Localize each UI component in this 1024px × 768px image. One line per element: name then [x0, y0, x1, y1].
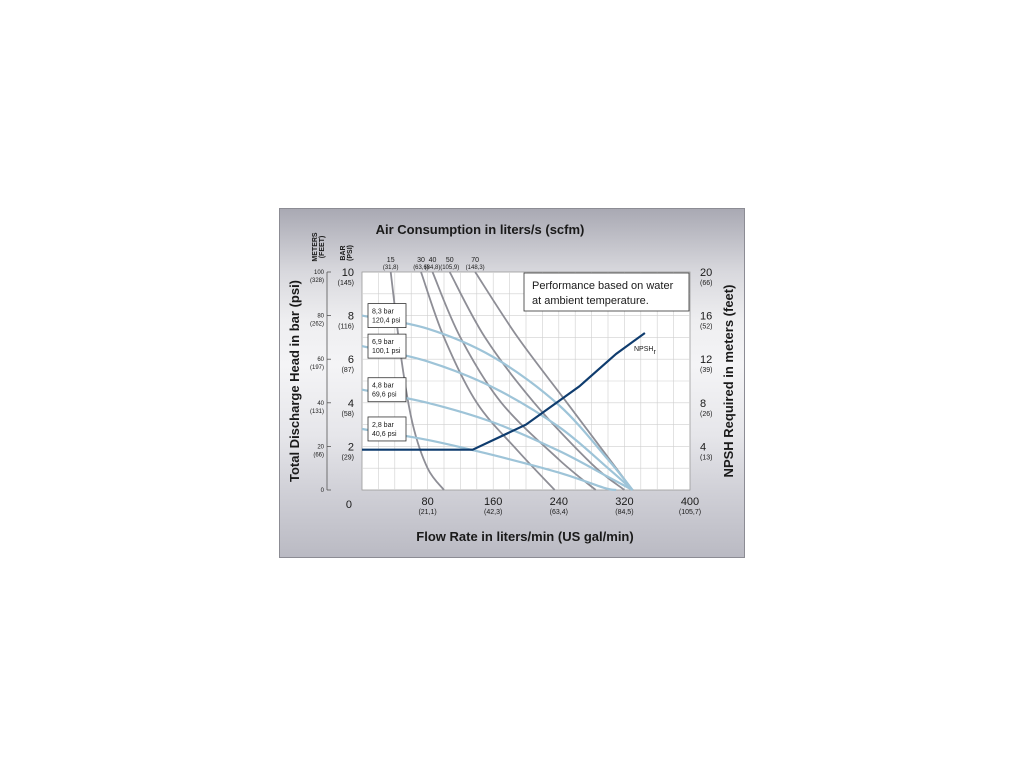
- y-tick-label: 10: [342, 267, 354, 279]
- meters-tick-sub: (131): [310, 409, 324, 415]
- y-tick-sub: (87): [342, 367, 354, 374]
- x-tick-sub: (21,1): [418, 509, 436, 516]
- y2-tick-label: 4: [700, 441, 706, 453]
- pressure-label-box: [367, 377, 407, 403]
- pressure-label-line1: 4,8 bar: [372, 383, 394, 390]
- note-line-2: at ambient temperature.: [532, 295, 649, 307]
- y-tick-label: 4: [348, 398, 354, 410]
- meters-tick-label: 80: [317, 314, 324, 320]
- pressure-curve-1: [361, 345, 634, 491]
- bar-header: BAR: [340, 245, 347, 260]
- pressure-curve-2: [361, 388, 634, 491]
- y-tick-sub: (58): [342, 411, 354, 418]
- y2-tick-sub: (26): [700, 411, 712, 418]
- x-tick-label: 400: [681, 496, 699, 508]
- x-tick-label: 240: [550, 496, 568, 508]
- x-tick-sub: (63,4): [550, 509, 568, 516]
- chart-title: Air Consumption in liters/s (scfm): [376, 222, 585, 237]
- y2-tick-label: 8: [700, 398, 706, 410]
- npsh-label-sub: r: [653, 349, 656, 356]
- pressure-label-line2: 100,1 psi: [372, 348, 401, 355]
- x-tick-label: 160: [484, 496, 502, 508]
- pressure-label-box: [367, 333, 407, 359]
- chart-panel: Air Consumption in liters/s (scfm) 15 (31,…: [279, 208, 745, 558]
- air-curve-30: [420, 271, 556, 491]
- air-label: 40: [429, 257, 437, 264]
- y-tick-sub: (145): [338, 280, 354, 287]
- y2-tick-sub: (39): [700, 367, 712, 374]
- pressure-label-box: [367, 416, 407, 442]
- air-label-sub: (105,9): [440, 265, 459, 271]
- pressure-label-line2: 69,6 psi: [372, 392, 397, 399]
- pressure-curve-0: [361, 314, 634, 491]
- air-label: 30: [417, 257, 425, 264]
- x-tick-label: 320: [615, 496, 633, 508]
- pressure-label-line1: 6,9 bar: [372, 339, 394, 346]
- meters-tick-label: 60: [317, 357, 324, 363]
- air-label-sub: (63,6): [413, 265, 429, 271]
- air-curve-40: [431, 271, 597, 491]
- psi-header: (PSI): [347, 245, 354, 261]
- air-label: 15: [387, 257, 395, 264]
- meters-tick-label: 20: [317, 444, 324, 450]
- y-tick-label: 8: [348, 311, 354, 323]
- y-tick-sub: (29): [342, 454, 354, 461]
- pressure-label-line1: 8,3 bar: [372, 309, 394, 316]
- pressure-label-line2: 40,6 psi: [372, 431, 397, 438]
- note-line-1: Performance based on water: [532, 280, 674, 292]
- y2-tick-label: 16: [700, 311, 712, 323]
- air-label-sub: (148,3): [466, 265, 485, 271]
- air-label-sub: (84,8): [425, 265, 441, 271]
- y2-tick-label: 12: [700, 354, 712, 366]
- y2-tick-label: 20: [700, 267, 712, 279]
- npsh-line: [362, 332, 646, 451]
- y-tick-label: 2: [348, 441, 354, 453]
- x-axis-title: Flow Rate in liters/min (US gal/min): [416, 529, 633, 544]
- note-box: [523, 272, 690, 312]
- air-label: 70: [471, 257, 479, 264]
- pressure-label-line2: 120,4 psi: [372, 318, 401, 325]
- pressure-label-line1: 2,8 bar: [372, 422, 394, 429]
- meters-tick-sub: (66): [313, 452, 324, 458]
- y-axis-title: Total Discharge Head in bar (psi): [287, 280, 302, 482]
- npsh-label: NPSHr: [634, 346, 656, 356]
- meters-tick-sub: (197): [310, 365, 324, 371]
- y-tick-label: 6: [348, 354, 354, 366]
- y-tick-sub: (116): [338, 324, 354, 331]
- y2-tick-sub: (52): [700, 324, 712, 331]
- y2-tick-sub: (66): [700, 280, 712, 287]
- meters-tick-sub: (328): [310, 278, 324, 284]
- feet-header: (FEET): [319, 236, 326, 259]
- y-tick-label: 0: [346, 499, 352, 511]
- meters-header: METERS: [312, 232, 319, 262]
- x-tick-label: 80: [421, 496, 433, 508]
- x-tick-sub: (105,7): [679, 509, 701, 516]
- x-tick-sub: (42,3): [484, 509, 502, 516]
- pressure-curve-3: [361, 427, 617, 492]
- x-tick-sub: (84,5): [615, 509, 633, 516]
- y2-tick-sub: (13): [700, 454, 712, 461]
- meters-tick-sub: (262): [310, 322, 324, 328]
- meters-tick-label: 40: [317, 401, 324, 407]
- air-label-sub: (31,8): [383, 265, 399, 271]
- y2-axis-title: NPSH Required in meters (feet): [721, 285, 736, 478]
- meters-tick-label: 0: [321, 488, 325, 494]
- pressure-label-box: [367, 303, 407, 328]
- meters-tick-label: 100: [314, 270, 325, 276]
- performance-chart: Air Consumption in liters/s (scfm) 15(31,…: [287, 222, 736, 544]
- air-label: 50: [446, 257, 454, 264]
